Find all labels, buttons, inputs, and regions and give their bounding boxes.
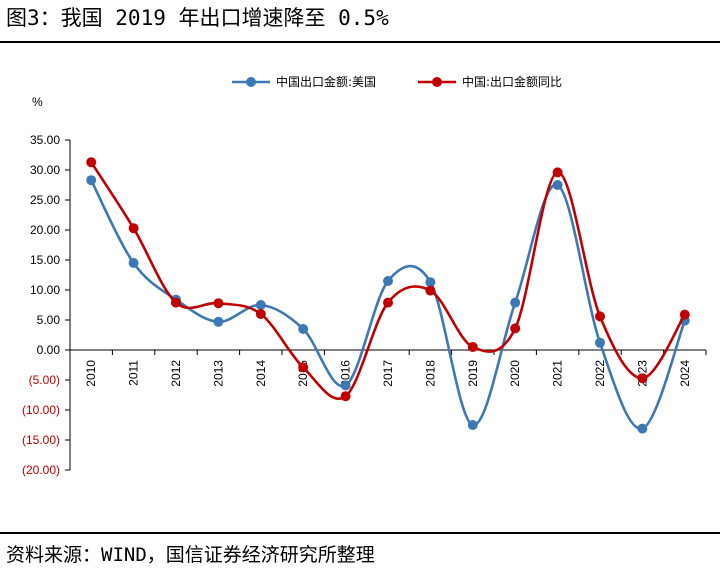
x-tick-label: 2014: [254, 360, 268, 387]
data-point: [86, 157, 97, 168]
legend: 中国出口金额:美国 中国:出口金额同比: [232, 74, 562, 89]
data-point: [128, 223, 139, 234]
x-tick-label: 2017: [381, 360, 395, 387]
y-tick-label: 35.00: [30, 133, 60, 147]
x-tick-label: 2021: [551, 360, 565, 387]
data-point: [595, 337, 605, 348]
data-point: [213, 316, 224, 327]
y-tick-label: (15.00): [22, 433, 60, 447]
legend-marker: [246, 77, 256, 87]
data-point: [128, 258, 139, 268]
data-point: [679, 309, 690, 320]
y-tick-label: 25.00: [30, 193, 60, 207]
x-tick-label: 2010: [84, 360, 98, 387]
data-point: [510, 297, 521, 308]
source-note: 资料来源：WIND，国信证券经济研究所整理: [6, 544, 375, 566]
chart: 中国出口金额:美国 中国:出口金额同比 % 35.00 30.00 25.00 20.0…: [22, 74, 707, 477]
data-point: [637, 423, 648, 434]
y-unit-label: %: [32, 95, 43, 109]
x-tick-label: 2012: [169, 360, 183, 387]
y-tick-label: 10.00: [30, 283, 60, 297]
data-point: [383, 276, 393, 286]
y-tick-label: (20.00): [22, 463, 60, 477]
data-point: [298, 362, 309, 373]
y-tick-label: 0.00: [37, 343, 61, 357]
legend-item-2: 中国:出口金额同比: [418, 74, 562, 89]
data-point: [467, 342, 478, 352]
x-tick-label: 2018: [423, 360, 437, 387]
x-tick-label: 2019: [466, 360, 480, 387]
series-group: [86, 157, 690, 434]
legend-item-1: 中国出口金额:美国: [232, 74, 376, 89]
y-tick-label: 15.00: [30, 253, 60, 267]
x-tick-label: 2011: [127, 360, 141, 386]
x-tick-label: 2024: [678, 360, 692, 387]
data-point: [213, 298, 224, 309]
data-point: [637, 373, 648, 384]
series-2: [86, 157, 690, 402]
y-tick-label: 5.00: [37, 313, 61, 327]
data-point: [255, 300, 266, 310]
data-point: [171, 297, 181, 308]
axes: 35.00 30.00 25.00 20.00 15.00 10.00 5.00 0.00 (5…: [22, 133, 707, 477]
x-tick-label: 2013: [211, 360, 225, 387]
series-line: [90, 161, 686, 400]
y-tick-label: (5.00): [29, 373, 60, 387]
y-tick-label: 20.00: [30, 223, 60, 237]
data-point: [86, 175, 97, 186]
data-point: [340, 391, 351, 402]
title-rule: [0, 41, 720, 43]
data-point: [425, 285, 436, 296]
legend-label: 中国出口金额:美国: [276, 74, 376, 89]
x-tick-label: 2022: [593, 360, 607, 387]
data-point: [552, 167, 563, 178]
data-point: [255, 309, 266, 319]
data-point: [383, 297, 393, 308]
data-point: [340, 380, 351, 391]
figure-title: 图3：我国 2019 年出口增速降至 0.5%: [6, 6, 389, 30]
y-tick-label: (10.00): [22, 403, 60, 417]
data-point: [510, 323, 521, 334]
legend-label: 中国:出口金额同比: [462, 74, 562, 89]
y-tick-label: 30.00: [30, 163, 60, 177]
data-point: [425, 277, 436, 288]
data-point: [595, 311, 605, 322]
source-rule: [0, 532, 720, 534]
data-point: [467, 420, 478, 430]
x-tick-label: 2020: [508, 360, 522, 387]
legend-marker: [432, 77, 442, 87]
data-point: [552, 180, 563, 190]
data-point: [298, 324, 309, 334]
